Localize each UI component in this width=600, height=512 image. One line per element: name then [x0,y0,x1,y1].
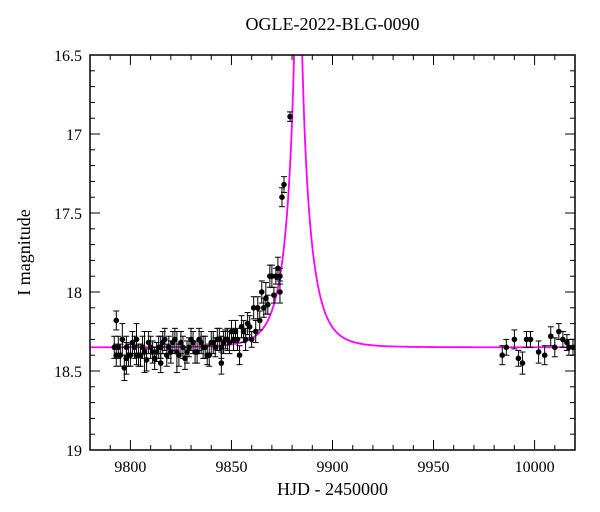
y-tick-label: 18.5 [54,364,82,381]
chart-svg: OGLE-2022-BLG-0090 9800 9850 9900 9950 10000 1… [0,0,600,512]
model-curve [90,0,575,347]
y-tick-label: 16.5 [54,48,82,65]
x-tick-label: 9900 [317,459,349,476]
x-axis-label: HJD - 2450000 [277,479,388,499]
x-tick-label: 10000 [515,459,555,476]
chart-title: OGLE-2022-BLG-0090 [246,14,420,34]
y-tick-label: 17 [66,127,82,144]
data-points [111,112,576,381]
x-tick-label: 9950 [418,459,450,476]
x-tick-label: 9850 [215,459,247,476]
plot-border [90,55,575,450]
y-axis-label: I magnitude [14,209,34,295]
x-tick-label: 9800 [114,459,146,476]
y-tick-label: 18 [66,285,82,302]
light-curve-chart: OGLE-2022-BLG-0090 9800 9850 9900 9950 10000 1… [0,0,600,512]
y-tick-label: 17.5 [54,206,82,223]
y-tick-label: 19 [66,443,82,460]
